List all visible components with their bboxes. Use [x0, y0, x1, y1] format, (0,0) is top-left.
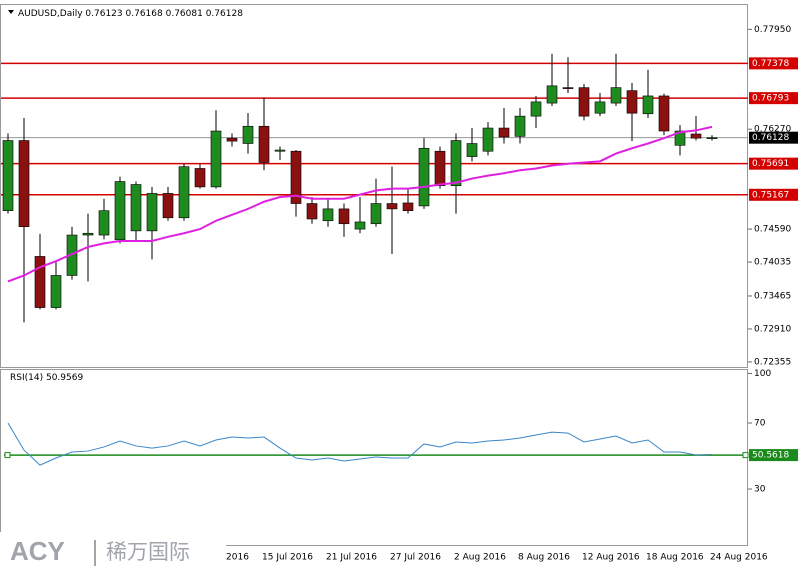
x-tick-label: 27 Jul 2016	[390, 553, 441, 563]
candle-body	[386, 203, 398, 210]
level-box	[749, 57, 798, 70]
y-tick-label: 0.76270	[754, 125, 791, 135]
candle-body	[274, 149, 286, 152]
candle-body	[306, 203, 318, 220]
candle-body	[146, 193, 158, 232]
candle-body	[18, 140, 30, 228]
y-tick-label: 100	[754, 369, 771, 379]
high: 0.76168	[126, 9, 163, 19]
candle-body	[370, 203, 382, 225]
y-tick-label: 0.72355	[754, 357, 791, 367]
candle-body	[674, 130, 686, 146]
level-label: 0.75167	[752, 190, 789, 200]
candle-body	[242, 125, 254, 144]
candle-body	[466, 143, 478, 157]
brand: ACY	[10, 536, 65, 566]
level-label: 0.77378	[752, 59, 789, 69]
level-label: 0.76793	[752, 94, 789, 104]
candle-body	[546, 85, 558, 104]
level-handle	[742, 452, 749, 459]
level-box	[749, 92, 798, 105]
watermark-bg	[0, 532, 226, 576]
y-tick-label: 0.72910	[754, 324, 791, 334]
candle-body	[178, 166, 190, 219]
rsi-line	[7, 422, 713, 466]
candle-body	[226, 137, 238, 142]
rsi-title: RSI(14) 50.9569	[10, 373, 83, 383]
y-tick-label: 0.77950	[754, 25, 791, 35]
x-tick-label: 2 Aug 2016	[454, 553, 506, 563]
candle-body	[690, 133, 702, 139]
level-handle	[4, 452, 11, 459]
y-tick-label: 0.73465	[754, 291, 791, 301]
candle-body	[482, 127, 494, 152]
candle-body	[322, 208, 334, 222]
close: 0.76128	[206, 9, 243, 19]
price-title: AUDUSD,Daily 0.76123 0.76168 0.76081 0.7…	[18, 9, 243, 19]
level-label: 0.75691	[752, 159, 789, 169]
level-box	[749, 449, 798, 462]
candle-body	[290, 150, 302, 204]
brand-name: 稀万国际	[106, 540, 190, 564]
x-tick-label: 15 Jul 2016	[262, 553, 313, 563]
candle-body	[50, 275, 62, 308]
candle-body	[418, 147, 430, 207]
candle-body	[514, 115, 526, 137]
candle-body	[562, 87, 574, 89]
candle-body	[642, 95, 654, 115]
candle-body	[610, 87, 622, 104]
candle-body	[338, 208, 350, 225]
candle-body	[626, 90, 638, 114]
candle-body	[530, 101, 542, 117]
collapse-icon[interactable]	[8, 10, 14, 14]
x-tick-label: 18 Aug 2016	[646, 553, 704, 563]
watermark: ACY 稀万国际	[0, 532, 226, 576]
level-label: 50.5618	[752, 451, 789, 461]
level-box	[749, 157, 798, 170]
y-tick-label: 0.74035	[754, 258, 791, 268]
candle-body	[114, 181, 126, 241]
candle-body	[658, 95, 670, 132]
candle-body	[98, 210, 110, 236]
price-panel	[0, 4, 748, 368]
open: 0.76123	[85, 9, 122, 19]
current-price-box	[749, 131, 798, 144]
candle-body	[162, 193, 174, 219]
candle-body	[594, 101, 606, 114]
y-tick-label: 30	[754, 485, 766, 495]
candle-body	[706, 137, 718, 139]
y-tick-label: 0.74590	[754, 225, 791, 235]
rsi-name: RSI(14)	[10, 373, 43, 383]
x-tick-label: 12 Aug 2016	[582, 553, 640, 563]
candle-body	[354, 221, 366, 230]
symbol: AUDUSD,Daily	[18, 9, 83, 19]
candle-body	[82, 232, 94, 236]
candle-body	[210, 130, 222, 188]
candle-body	[498, 127, 510, 138]
candle-body	[130, 184, 142, 232]
rsi-value: 50.9569	[46, 373, 83, 383]
current-price-label: 0.76128	[752, 133, 789, 143]
plot: 0.77950 0.76270 0.74590 0.74035 0.73465 0.729…	[1, 25, 798, 563]
candle-body	[434, 150, 446, 187]
candle-body	[578, 87, 590, 117]
x-tick-label: 8 Aug 2016	[518, 553, 570, 563]
low: 0.76081	[166, 9, 203, 19]
x-tick-label: 24 Aug 2016	[710, 553, 768, 563]
candle-body	[402, 202, 414, 211]
y-tick-label: 70	[754, 418, 766, 428]
moving-average	[7, 125, 713, 283]
candle-body	[34, 256, 46, 308]
candle-body	[194, 168, 206, 188]
candle-body	[2, 140, 14, 211]
x-tick-label: 21 Jul 2016	[326, 553, 377, 563]
level-box	[749, 188, 798, 201]
candle-body	[258, 125, 270, 163]
candle-body	[450, 140, 462, 187]
